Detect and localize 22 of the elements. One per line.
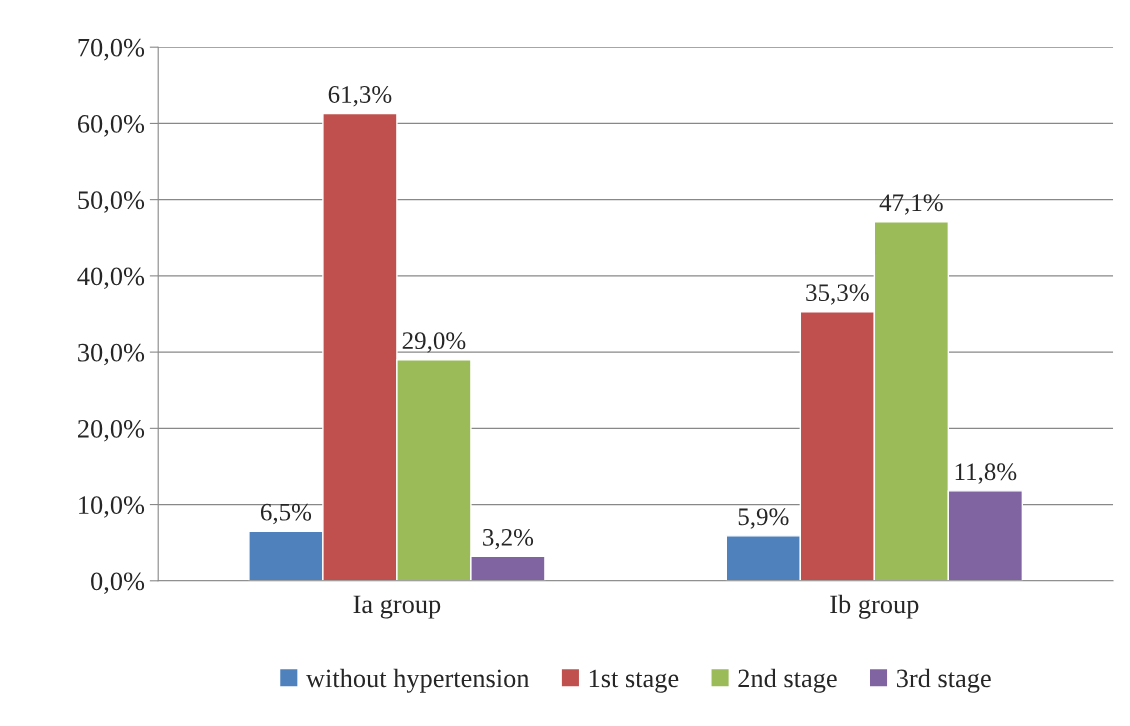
data-label: 6,5%	[260, 503, 312, 525]
data-label: 11,8%	[955, 463, 1017, 484]
y-tick-label: 70,0%	[78, 38, 145, 61]
legend-label: 1st stage	[589, 669, 679, 693]
data-label: 61,3%	[328, 86, 392, 107]
y-tick-label: 60,0%	[77, 115, 145, 137]
y-tick-label: 20,0%	[78, 419, 145, 442]
data-label: 3,2%	[483, 528, 534, 550]
y-tick-label: 30,0%	[78, 343, 145, 366]
x-tick-label: Ia group	[353, 595, 441, 619]
data-label: 35,3%	[806, 284, 869, 305]
legend-label: 2nd stage	[738, 668, 837, 693]
legend-label: 3rd stage	[896, 668, 991, 693]
data-label: 47,1%	[879, 194, 943, 215]
y-tick-label: 40,0%	[77, 267, 145, 290]
y-tick-label: 10,0%	[79, 496, 145, 518]
legend-label: without hypertension	[305, 668, 530, 693]
x-tick-label: Ib group	[830, 594, 919, 619]
y-tick-label: 0,0%	[91, 572, 145, 595]
y-tick-label: 50,0%	[78, 191, 145, 213]
data-label: 5,9%	[738, 508, 789, 529]
data-label: 29,0%	[402, 332, 466, 353]
